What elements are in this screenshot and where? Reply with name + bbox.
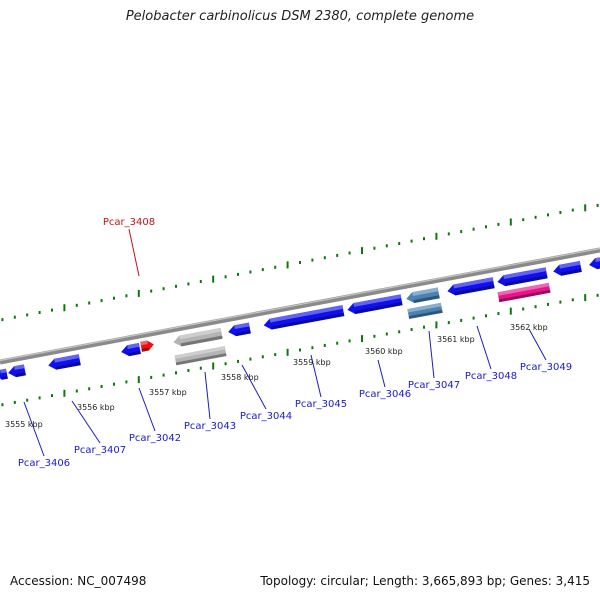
- upper-tick-track: [1, 203, 599, 322]
- genome-backbone: [0, 247, 600, 365]
- gene-top-shade: [234, 322, 250, 330]
- gene-feature-pcar_3407[interactable]: [47, 354, 81, 371]
- gene-feature-pcar_3043[interactable]: [172, 327, 223, 348]
- gene-feature-pcar_3043[interactable]: [174, 346, 227, 366]
- scale-label: 3557 kbp: [149, 388, 187, 397]
- scale-label: 3562 kbp: [510, 323, 548, 332]
- gene-label-pcar_3045[interactable]: Pcar_3045: [295, 399, 347, 410]
- gene-bottom-shade: [560, 268, 582, 276]
- gene-bottom-shade: [141, 347, 150, 352]
- gene-feature-pcar_3406[interactable]: [0, 368, 8, 381]
- callout-line: [128, 228, 140, 277]
- gene-top-shade: [503, 267, 547, 280]
- gene-feature-pcar_3042[interactable]: [120, 343, 141, 357]
- gene-label-pcar_3406[interactable]: Pcar_3406: [18, 458, 70, 469]
- gene-bottom-shade: [175, 353, 227, 366]
- gene-feature-pcar_3048[interactable]: [552, 261, 582, 277]
- callout-line: [310, 354, 322, 398]
- gene-label-pcar_3047[interactable]: Pcar_3047: [408, 380, 460, 391]
- gene-bottom-shade: [271, 312, 345, 330]
- gene-top-shade: [407, 302, 442, 313]
- gene-bottom-shade: [408, 309, 443, 319]
- callout-line: [428, 330, 435, 379]
- gene-bottom-shade: [413, 295, 440, 304]
- gene-label-pcar_3046[interactable]: Pcar_3046: [359, 389, 411, 400]
- gene-bottom-shade: [498, 289, 551, 303]
- gene-body: [589, 256, 600, 270]
- callout-line: [138, 387, 156, 432]
- gene-bottom-shade: [596, 264, 600, 270]
- gene-label-pcar_3044[interactable]: Pcar_3044: [240, 411, 292, 422]
- scale-label: 3555 kbp: [5, 420, 43, 429]
- gene-feature-pcar_3408[interactable]: [140, 339, 155, 352]
- gene-top-shade: [595, 256, 600, 263]
- lower-tick-track: [1, 293, 599, 407]
- topology-stats-text: Topology: circular; Length: 3,665,893 bp…: [260, 574, 590, 588]
- gene-track: [0, 256, 600, 380]
- gene-bottom-shade: [354, 302, 403, 314]
- callout-line: [377, 359, 386, 388]
- gene-label-pcar_3408[interactable]: Pcar_3408: [103, 217, 155, 228]
- callout-line: [241, 364, 267, 410]
- gene-bottom-shade: [15, 372, 26, 378]
- gene-label-pcar_3048[interactable]: Pcar_3048: [465, 371, 517, 382]
- gene-label-pcar_3407[interactable]: Pcar_3407: [74, 445, 126, 456]
- gene-feature-pcar_3048[interactable]: [446, 277, 495, 296]
- gene-bottom-shade: [55, 362, 81, 370]
- gene-top-shade: [453, 277, 494, 289]
- gene-top-shade: [497, 282, 550, 296]
- scale-label: 3560 kbp: [365, 347, 403, 356]
- callout-line: [23, 401, 45, 457]
- gene-top-shade: [412, 287, 439, 296]
- gene-top-shade: [179, 327, 222, 340]
- gene-feature-pcar_3047[interactable]: [407, 302, 443, 319]
- backbone-line: [0, 247, 600, 365]
- callout-line: [204, 371, 211, 420]
- scale-label: 3559 kbp: [293, 358, 331, 367]
- gene-top-shade: [140, 340, 148, 346]
- gene-label-pcar_3043[interactable]: Pcar_3043: [184, 421, 236, 432]
- gene-label-track: Pcar_3408Pcar_3406Pcar_3407Pcar_3042Pcar…: [18, 217, 572, 469]
- gene-top-shade: [0, 368, 7, 374]
- gene-feature-pcar_3045[interactable]: [263, 305, 345, 331]
- scale-label: 3561 kbp: [437, 335, 475, 344]
- gene-bottom-shade: [180, 335, 223, 347]
- gene-feature-pcar_3048[interactable]: [496, 267, 548, 287]
- gene-top-shade: [269, 305, 344, 323]
- gene-feature-pcar_3048[interactable]: [588, 256, 600, 270]
- gene-top-shade: [127, 343, 140, 349]
- gene-feature-pcar_3049[interactable]: [497, 282, 551, 303]
- gene-feature-pcar_3046[interactable]: [346, 294, 403, 315]
- backbone-highlight: [0, 247, 600, 362]
- gene-label-pcar_3042[interactable]: Pcar_3042: [129, 433, 181, 444]
- gene-bottom-shade: [504, 275, 548, 287]
- scale-label-track: 3555 kbp 3556 kbp 3557 kbp 3558 kbp 3559 kbp…: [5, 323, 548, 429]
- gene-top-shade: [54, 354, 80, 363]
- callout-line: [71, 400, 101, 444]
- gene-bottom-shade: [454, 285, 495, 296]
- gene-feature-pcar_3044[interactable]: [227, 322, 251, 338]
- gene-feature-pcar_3406[interactable]: [7, 364, 26, 378]
- scale-label: 3558 kbp: [221, 373, 259, 382]
- accession-text: Accession: NC_007498: [10, 574, 147, 588]
- gene-bottom-shade: [1, 375, 8, 380]
- gene-label-pcar_3049[interactable]: Pcar_3049: [520, 362, 572, 373]
- scale-label: 3556 kbp: [77, 403, 115, 412]
- gene-top-shade: [174, 346, 226, 359]
- callout-line: [528, 328, 547, 361]
- gene-top-shade: [353, 294, 402, 307]
- callout-line: [476, 325, 492, 370]
- gene-top-shade: [559, 261, 581, 269]
- gene-bottom-shade: [128, 350, 141, 357]
- gene-bottom-shade: [235, 330, 251, 337]
- gene-feature-pcar_3047[interactable]: [405, 287, 440, 304]
- genome-title: Pelobacter carbinolicus DSM 2380, comple…: [125, 9, 475, 24]
- gene-top-shade: [14, 364, 25, 371]
